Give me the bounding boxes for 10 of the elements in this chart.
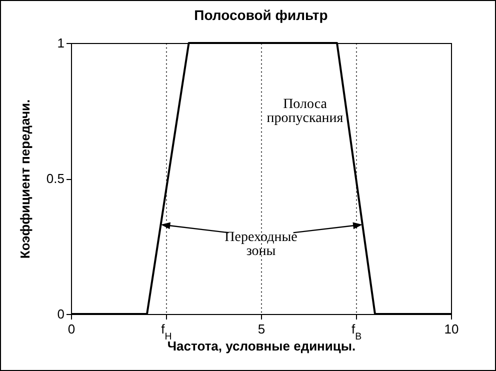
- x-tick-label: 0: [68, 322, 76, 336]
- chart-title: Полосовой фильтр: [194, 7, 328, 23]
- annotation: Переходные зоны: [224, 230, 298, 259]
- y-axis-title: Коэффициент передачи.: [17, 99, 32, 259]
- x-tick-label: 10: [444, 322, 459, 336]
- annotation: Полоса пропускания: [266, 97, 344, 126]
- x-tick-label: 5: [258, 322, 266, 336]
- y-tick-label: 1: [57, 36, 64, 50]
- y-tick-label: 0.5: [46, 171, 64, 186]
- y-tick-label: 0: [57, 306, 64, 322]
